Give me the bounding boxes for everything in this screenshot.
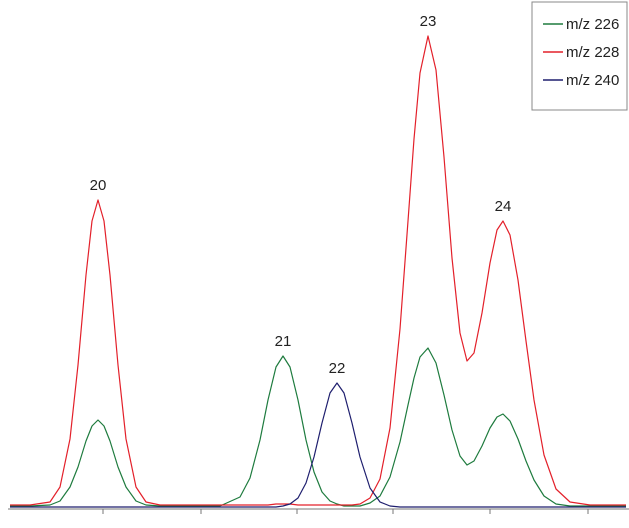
peak-label: 24 <box>495 198 512 215</box>
legend-label: m/z 226 <box>566 16 619 33</box>
peak-label: 23 <box>420 13 437 30</box>
series-line <box>10 382 626 508</box>
plot-area: 20 21 22 23 24 <box>8 13 629 514</box>
peak-label: 21 <box>275 333 292 350</box>
legend: m/z 226 m/z 228 m/z 240 <box>531 1 628 111</box>
legend-label: m/z 228 <box>566 44 619 61</box>
legend-label: m/z 240 <box>566 72 619 89</box>
series-line <box>10 35 626 506</box>
series-line <box>10 347 626 507</box>
peak-label: 20 <box>90 177 107 194</box>
legend-box <box>531 1 628 111</box>
peak-label: 22 <box>329 360 346 377</box>
